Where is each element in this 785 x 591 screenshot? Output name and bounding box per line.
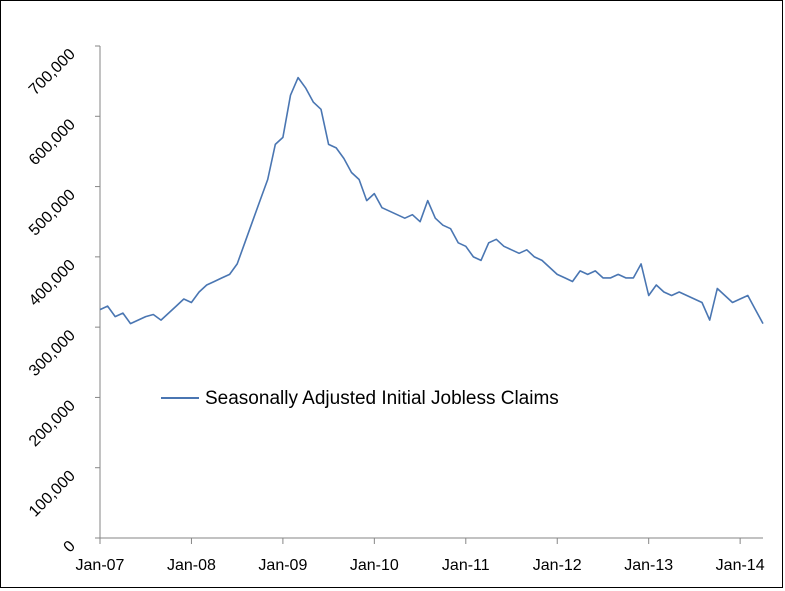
x-tick-label: Jan-08 [167,557,216,574]
y-tick-label: 400,000 [26,257,79,310]
legend-label: Seasonally Adjusted Initial Jobless Clai… [205,388,559,409]
y-tick-label: 0 [61,538,79,556]
x-tick-label: Jan-13 [624,557,673,574]
y-axis-ticks: 0 100,000 200,000 300,000 400,000 500,000 600,… [26,45,100,556]
legend: Seasonally Adjusted Initial Jobless Clai… [161,388,559,409]
y-tick-label: 500,000 [26,186,79,239]
x-tick-label: Jan-07 [76,557,125,574]
series-layer [99,76,764,325]
x-tick-label: Jan-14 [716,557,765,574]
y-tick-label: 700,000 [26,46,79,99]
x-tick-label: Jan-12 [533,557,582,574]
x-tick-label: Jan-10 [350,557,399,574]
x-tick-label: Jan-11 [442,557,490,574]
x-tick-label: Jan-09 [258,557,307,574]
x-axis-ticks: Jan-07 Jan-08 Jan-09 Jan-10 Jan-11 Jan-12 Jan-… [76,538,765,574]
y-tick-label: 600,000 [26,116,79,169]
series-line [99,76,764,325]
y-tick-label: 200,000 [26,397,79,450]
y-tick-label: 300,000 [26,327,79,380]
y-tick-label: 100,000 [26,467,79,520]
